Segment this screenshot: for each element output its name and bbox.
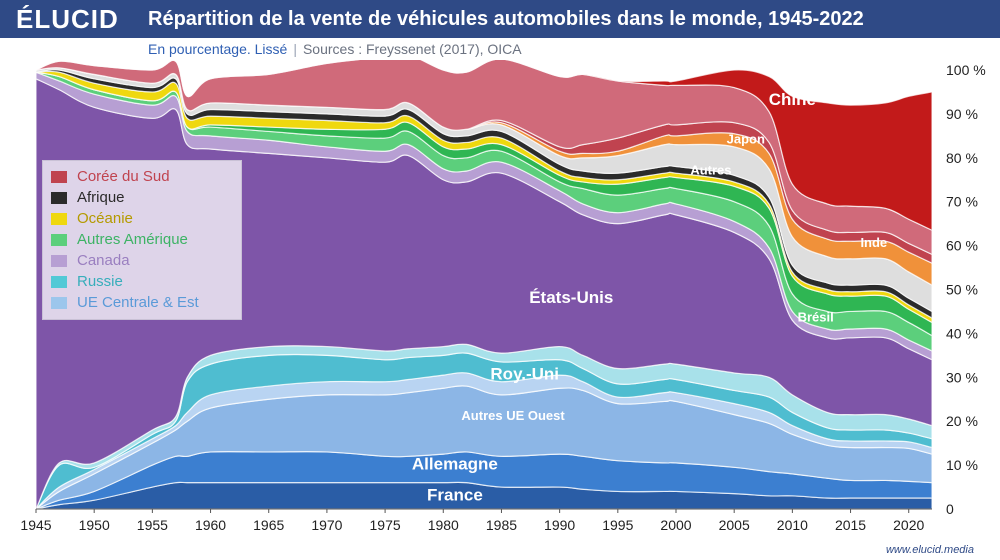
area-layers <box>35 60 933 510</box>
x-tick-label: 1960 <box>195 517 226 533</box>
legend-label: Russie <box>77 273 123 290</box>
area-label: Inde <box>860 235 887 250</box>
legend-swatch <box>51 171 67 183</box>
legend-item-autres-amerique[interactable]: Autres Amérique <box>51 230 188 250</box>
area-label: Autres UE Ouest <box>461 408 565 423</box>
x-tick-label: 1965 <box>253 517 284 533</box>
area-label: Allemagne <box>412 455 498 474</box>
legend-swatch <box>51 276 67 288</box>
chart-title: Répartition de la vente de véhicules aut… <box>148 8 864 30</box>
y-axis: 0 10 % 20 % 30 % 40 % 50 % 60 % 70 % 80 % 90 % 100… <box>946 62 986 517</box>
area-label: Brésil <box>798 309 834 324</box>
x-tick-label: 2005 <box>719 517 750 533</box>
header-bar: ÉLUCID Répartition de la vente de véhicu… <box>0 0 1000 38</box>
x-tick-label: 1975 <box>370 517 401 533</box>
legend-item-ue-centrale-est[interactable]: UE Centrale & Est <box>51 293 199 313</box>
y-tick-label: 70 % <box>946 194 978 210</box>
legend-label: Afrique <box>77 189 125 206</box>
legend-item-oceanie[interactable]: Océanie <box>51 209 133 229</box>
x-tick-label: 1990 <box>544 517 575 533</box>
legend-label: UE Centrale & Est <box>77 294 199 311</box>
x-tick-label: 2015 <box>835 517 866 533</box>
x-tick-label: 2020 <box>893 517 924 533</box>
x-tick-label: 1995 <box>602 517 633 533</box>
x-tick-label: 1950 <box>79 517 110 533</box>
area-label: Japon <box>727 132 765 147</box>
legend-item-russie[interactable]: Russie <box>51 272 123 292</box>
area-label: Chine <box>769 90 816 109</box>
subtitle-separator: | <box>293 41 297 57</box>
area-label: France <box>427 485 483 504</box>
watermark-url[interactable]: www.elucid.media <box>885 544 974 556</box>
y-tick-label: 50 % <box>946 282 978 298</box>
y-tick-label: 20 % <box>946 413 978 429</box>
legend-swatch <box>51 255 67 267</box>
y-tick-label: 60 % <box>946 238 978 254</box>
legend: Corée du Sud Afrique Océanie Autres Amér… <box>42 160 242 320</box>
legend-swatch <box>51 192 67 204</box>
legend-item-canada[interactable]: Canada <box>51 251 130 271</box>
subtitle-line: En pourcentage. Lissé | Sources : Freyssen… <box>148 40 522 58</box>
x-tick-label: 1980 <box>428 517 459 533</box>
y-tick-label: 10 % <box>946 457 978 473</box>
area-label: Autres <box>690 162 731 177</box>
elucid-logo[interactable]: ÉLUCID <box>16 4 119 34</box>
y-tick-label: 90 % <box>946 106 978 122</box>
y-tick-label: 80 % <box>946 150 978 166</box>
y-tick-label: 40 % <box>946 325 978 341</box>
area-label: États-Unis <box>529 288 613 307</box>
stacked-area-chart: France Allemagne Autres UE Ouest Roy.-Uni Ét… <box>20 60 986 533</box>
chart-subtitle: En pourcentage. Lissé <box>148 41 288 57</box>
legend-swatch <box>51 213 67 225</box>
x-tick-label: 1970 <box>311 517 342 533</box>
y-tick-label: 0 <box>946 501 954 517</box>
y-tick-label: 100 % <box>946 62 986 78</box>
legend-item-coree-du-sud[interactable]: Corée du Sud <box>51 167 170 187</box>
y-tick-label: 30 % <box>946 369 978 385</box>
area-labels: France Allemagne Autres UE Ouest Roy.-Uni Ét… <box>412 90 887 504</box>
x-tick-label: 1985 <box>486 517 517 533</box>
legend-swatch <box>51 234 67 246</box>
x-axis: 1945 1950 1955 1960 1965 1970 1975 1980 1985 1990… <box>20 508 932 533</box>
x-tick-label: 2010 <box>777 517 808 533</box>
area-japon <box>35 60 933 256</box>
legend-label: Corée du Sud <box>77 168 170 185</box>
area-label: Roy.-Uni <box>490 365 559 384</box>
x-tick-label: 1955 <box>137 517 168 533</box>
x-tick-label: 1945 <box>20 517 51 533</box>
legend-item-afrique[interactable]: Afrique <box>51 188 125 208</box>
chart-sources: Sources : Freyssenet (2017), OICA <box>302 41 522 57</box>
legend-swatch <box>51 297 67 309</box>
legend-label: Autres Amérique <box>77 231 188 248</box>
legend-label: Océanie <box>77 210 133 227</box>
x-tick-label: 2000 <box>660 517 691 533</box>
legend-label: Canada <box>77 252 130 269</box>
area-chine <box>35 60 933 232</box>
